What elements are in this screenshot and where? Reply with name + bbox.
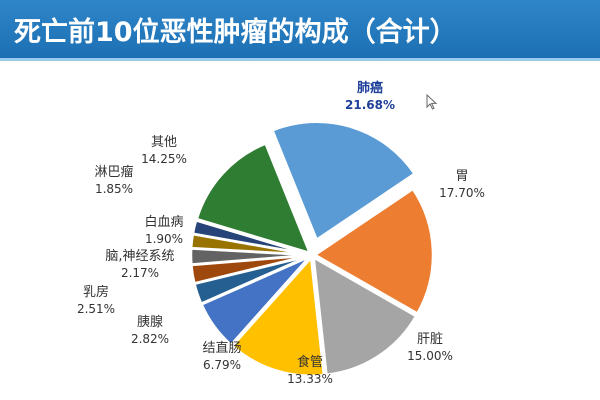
slice-name-label: 乳房 — [83, 284, 109, 300]
slice-value-label: 6.79% — [203, 358, 241, 372]
slice-name-label: 食管 — [297, 354, 323, 370]
pie-label-2: 肝脏 15.00% — [407, 332, 453, 363]
title-underline — [0, 58, 600, 61]
slice-value-label: 2.51% — [77, 302, 115, 316]
pie-label-5: 胰腺 2.82% — [131, 315, 169, 346]
slice-value-label: 1.85% — [95, 182, 133, 196]
title-bar: 死亡前10位恶性肿瘤的构成（合计） — [0, 0, 600, 58]
pie-label-0: 肺癌 21.68% — [345, 80, 395, 112]
pie-label-10: 其他 14.25% — [141, 135, 187, 166]
slice-value-label: 15.00% — [407, 349, 453, 363]
pie-label-4: 结直肠 6.79% — [202, 341, 241, 372]
slice-name-label: 结直肠 — [202, 341, 241, 356]
pie-label-9: 淋巴瘤 1.85% — [94, 164, 133, 196]
pie-label-3: 食管 13.33% — [287, 354, 333, 386]
slice-value-label: 2.17% — [121, 266, 159, 280]
slice-value-label: 14.25% — [141, 152, 187, 166]
slice-name-label: 肝脏 — [417, 332, 443, 347]
slice-value-label: 1.90% — [145, 232, 183, 246]
pie-slice-10 — [195, 141, 312, 255]
pie-label-7: 脑,神经系统 2.17% — [105, 249, 174, 280]
pie-slice-1 — [312, 187, 435, 316]
pie-label-8: 白血病 1.90% — [144, 214, 183, 246]
slice-value-label: 2.82% — [131, 332, 169, 346]
pie-label-1: 胃 17.70% — [439, 169, 485, 200]
slice-value-label: 21.68% — [345, 98, 395, 112]
slice-name-label: 其他 — [151, 135, 177, 150]
slice-name-label: 肺癌 — [357, 80, 383, 96]
slice-value-label: 17.70% — [439, 186, 485, 200]
slice-name-label: 白血病 — [144, 214, 183, 230]
mouse-cursor-icon — [426, 94, 438, 110]
pie-label-6: 乳房 2.51% — [77, 284, 115, 316]
pie-slice-0 — [270, 120, 417, 242]
chart-title: 死亡前10位恶性肿瘤的构成（合计） — [14, 17, 457, 48]
slice-name-label: 淋巴瘤 — [94, 164, 133, 180]
pie-slice-2 — [312, 255, 418, 377]
pie-slice-3 — [230, 254, 326, 378]
slice-name-label: 胰腺 — [137, 315, 163, 330]
slice-name-label: 脑,神经系统 — [105, 249, 174, 264]
slice-value-label: 13.33% — [287, 372, 333, 386]
slice-name-label: 胃 — [455, 169, 468, 184]
pie-slice-9 — [191, 218, 310, 256]
